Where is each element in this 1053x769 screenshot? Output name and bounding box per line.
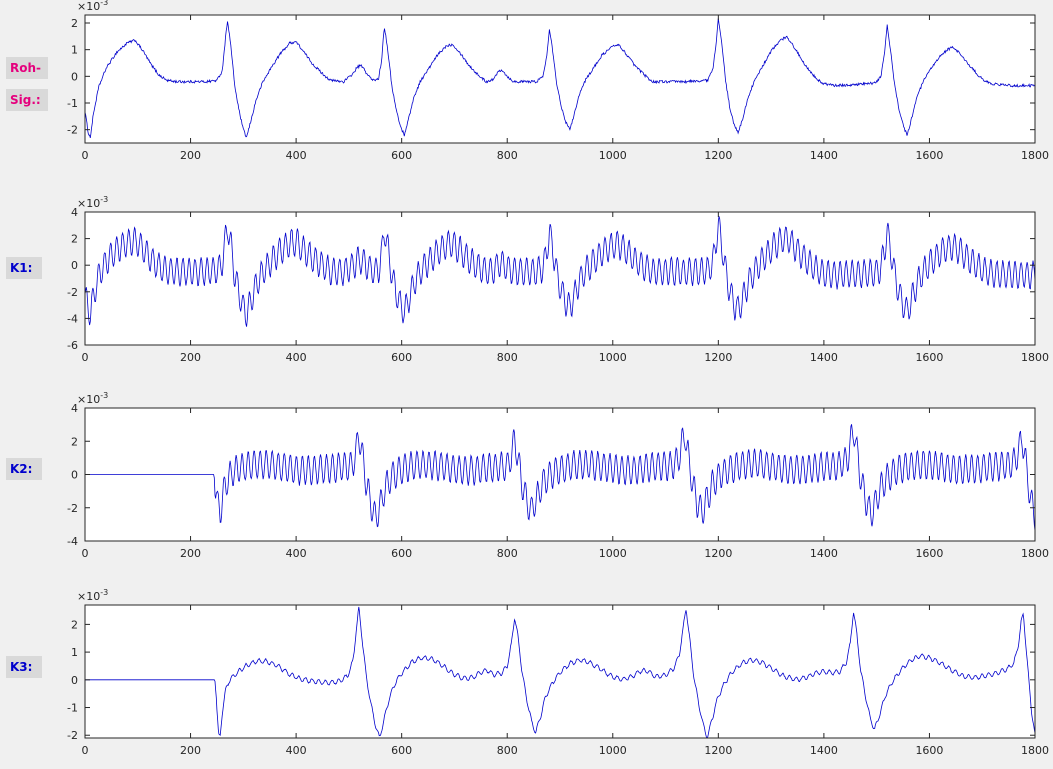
y-tick-label: 0 [71, 70, 78, 83]
y-tick-label: -1 [67, 97, 78, 110]
x-tick-label: 1400 [810, 149, 838, 162]
y-tick-label: 1 [71, 646, 78, 659]
x-tick-label: 0 [82, 547, 89, 560]
label-roh-line2: Sig.: [6, 89, 48, 111]
y-tick-label: -4 [67, 312, 78, 325]
x-tick-label: 800 [497, 351, 518, 364]
x-tick-label: 1800 [1021, 547, 1049, 560]
y-exponent-label: ×10-3 [77, 588, 108, 603]
plot-area-k1 [85, 212, 1035, 345]
x-tick-label: 400 [286, 547, 307, 560]
x-tick-label: 600 [391, 351, 412, 364]
x-tick-label: 800 [497, 744, 518, 757]
y-tick-label: -4 [67, 535, 78, 548]
y-exponent-label: ×10-3 [77, 195, 108, 210]
x-tick-label: 1600 [915, 547, 943, 560]
label-roh-sig: Roh- Sig.: [6, 57, 48, 111]
y-tick-label: -2 [67, 124, 78, 137]
y-tick-label: -2 [67, 286, 78, 299]
trace-k2 [85, 424, 1035, 532]
x-tick-label: 1400 [810, 744, 838, 757]
x-tick-label: 200 [180, 351, 201, 364]
y-tick-label: -2 [67, 729, 78, 742]
y-exponent-label: ×10-3 [77, 0, 108, 13]
trace-roh-sig [85, 18, 1035, 139]
label-k1: K1: [6, 257, 42, 279]
x-tick-label: 1400 [810, 351, 838, 364]
plot-area-k3 [85, 605, 1035, 738]
x-tick-label: 1800 [1021, 351, 1049, 364]
subplot-k1: 0 200 400 600 800 1000 1200 1400 1600 1800 4 2 0 -2 -4… [67, 195, 1049, 364]
x-tick-label: 800 [497, 149, 518, 162]
y-tick-label: -6 [67, 339, 78, 352]
x-tick-label: 0 [82, 351, 89, 364]
x-tick-label: 1800 [1021, 744, 1049, 757]
x-tick-label: 1000 [599, 149, 627, 162]
x-tick-label: 1000 [599, 351, 627, 364]
x-tick-label: 400 [286, 744, 307, 757]
plot-area-roh-sig [85, 15, 1035, 143]
y-tick-label: 0 [71, 674, 78, 687]
y-tick-label: 2 [71, 618, 78, 631]
x-tick-label: 1600 [915, 351, 943, 364]
x-tick-label: 1000 [599, 547, 627, 560]
trace-k1 [85, 216, 1035, 327]
y-tick-label: 1 [71, 44, 78, 57]
axes-box-k3 [84, 604, 1036, 739]
y-tick-label: 4 [71, 206, 78, 219]
x-tick-label: 600 [391, 744, 412, 757]
subplot-k3: 0 200 400 600 800 1000 1200 1400 1600 1800 2 1 0 -1 -2… [67, 588, 1049, 757]
x-tick-label: 600 [391, 547, 412, 560]
label-k3: K3: [6, 656, 42, 678]
x-tick-label: 1000 [599, 744, 627, 757]
y-tick-label: 0 [71, 259, 78, 272]
x-tick-label: 200 [180, 547, 201, 560]
trace-k3 [85, 606, 1035, 738]
y-tick-label: 4 [71, 402, 78, 415]
x-tick-label: 200 [180, 744, 201, 757]
x-tick-label: 0 [82, 149, 89, 162]
x-tick-label: 600 [391, 149, 412, 162]
axes-box-roh-sig [84, 14, 1036, 144]
x-tick-label: 1200 [704, 547, 732, 560]
y-tick-label: 0 [71, 469, 78, 482]
x-tick-label: 400 [286, 149, 307, 162]
label-roh-line1: Roh- [6, 57, 48, 79]
y-tick-label: -2 [67, 502, 78, 515]
x-tick-label: 1200 [704, 149, 732, 162]
y-tick-label: 2 [71, 435, 78, 448]
x-tick-label: 1200 [704, 351, 732, 364]
axes-box-k1 [84, 211, 1036, 346]
y-tick-label: 2 [71, 233, 78, 246]
x-tick-label: 1800 [1021, 149, 1049, 162]
subplot-roh-sig: 0 200 400 600 800 1000 1200 1400 1600 1800 2 1 0 -1 -2… [67, 0, 1049, 162]
x-tick-label: 1600 [915, 744, 943, 757]
x-tick-label: 800 [497, 547, 518, 560]
y-tick-label: -1 [67, 702, 78, 715]
x-tick-label: 1600 [915, 149, 943, 162]
x-tick-label: 0 [82, 744, 89, 757]
x-tick-label: 1200 [704, 744, 732, 757]
x-tick-label: 200 [180, 149, 201, 162]
x-tick-label: 400 [286, 351, 307, 364]
x-tick-label: 1400 [810, 547, 838, 560]
subplot-k2: 0 200 400 600 800 1000 1200 1400 1600 1800 4 2 0 -2 -4… [67, 391, 1049, 560]
label-k2: K2: [6, 458, 42, 480]
y-exponent-label: ×10-3 [77, 391, 108, 406]
y-tick-label: 2 [71, 17, 78, 30]
